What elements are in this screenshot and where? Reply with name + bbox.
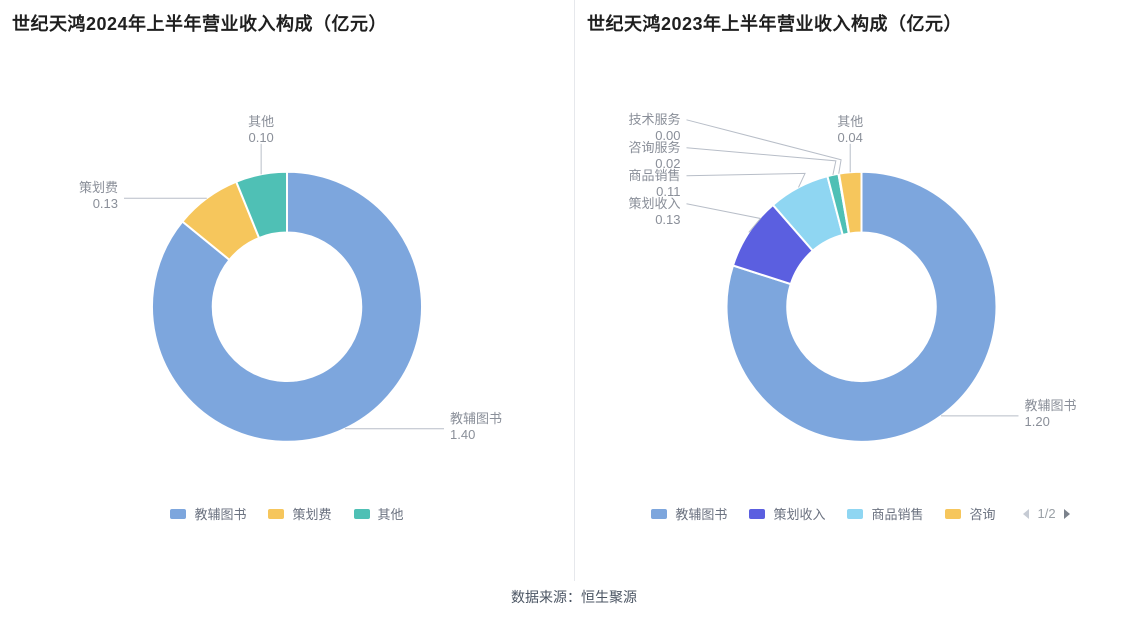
- legend-swatch: [651, 509, 667, 519]
- legend-item[interactable]: 其他: [354, 504, 404, 523]
- legend-item[interactable]: 教辅图书: [170, 504, 246, 523]
- legend-item[interactable]: 教辅图书: [651, 504, 727, 523]
- legend-item[interactable]: 商品销售: [847, 504, 923, 523]
- legend-label: 策划费: [292, 504, 331, 523]
- chart-title-left: 世纪天鸿2024年上半年营业收入构成（亿元）: [12, 8, 562, 40]
- legend-label: 其他: [378, 504, 404, 523]
- legend-swatch: [354, 509, 370, 519]
- leader-line: [687, 148, 836, 175]
- chart-area-right: 教辅图书1.20 策划收入0.13商品销售0.11咨询服务0.02技术服务0.00…: [587, 40, 1136, 500]
- chart-title-right: 世纪天鸿2023年上半年营业收入构成（亿元）: [587, 8, 1136, 40]
- pager-prev-icon[interactable]: [1021, 508, 1031, 520]
- pager-text: 1/2: [1037, 506, 1055, 521]
- legend-label: 教辅图书: [675, 504, 727, 523]
- pager-next-icon[interactable]: [1062, 508, 1072, 520]
- panel-2023: 世纪天鸿2023年上半年营业收入构成（亿元） 教辅图书1.20策划收入0.13商…: [575, 0, 1148, 581]
- leader-line: [687, 173, 806, 187]
- legend-pager: 1/2: [1021, 506, 1071, 521]
- legend-label: 教辅图书: [194, 504, 246, 523]
- callout-label: 教辅图书1.40: [450, 411, 502, 444]
- callout-label: 策划收入0.13: [621, 196, 681, 229]
- callout-label: 咨询服务0.02: [621, 140, 681, 173]
- legend-right: 教辅图书 策划收入 商品销售 咨询 1/2: [587, 500, 1136, 533]
- legend-swatch: [268, 509, 284, 519]
- donut-chart: [587, 40, 1136, 500]
- legend-swatch: [847, 509, 863, 519]
- legend-label: 咨询: [969, 504, 995, 523]
- legend-left: 教辅图书 策划费 其他: [12, 500, 562, 533]
- callout-label: 其他0.10: [221, 114, 301, 147]
- callout-label: 其他0.04: [810, 114, 890, 147]
- legend-label: 商品销售: [871, 504, 923, 523]
- callout-label: 策划费0.13: [58, 180, 118, 213]
- callout-label: 技术服务0.00: [621, 112, 681, 145]
- callout-label: 教辅图书1.20: [1025, 398, 1077, 431]
- chart-area-left: 教辅图书1.40 策划费0.13 其他0.10: [12, 40, 562, 500]
- data-source: 数据来源：恒生聚源: [0, 581, 1148, 619]
- legend-item[interactable]: 策划收入: [749, 504, 825, 523]
- legend-item[interactable]: 咨询: [945, 504, 995, 523]
- panel-2024: 世纪天鸿2024年上半年营业收入构成（亿元） 教辅图书1.40 策划费0.13 其他…: [0, 0, 574, 581]
- leader-line: [687, 204, 761, 233]
- legend-swatch: [749, 509, 765, 519]
- legend-swatch: [945, 509, 961, 519]
- callout-label: 商品销售0.11: [621, 168, 681, 201]
- legend-item[interactable]: 策划费: [268, 504, 331, 523]
- legend-swatch: [170, 509, 186, 519]
- legend-label: 策划收入: [773, 504, 825, 523]
